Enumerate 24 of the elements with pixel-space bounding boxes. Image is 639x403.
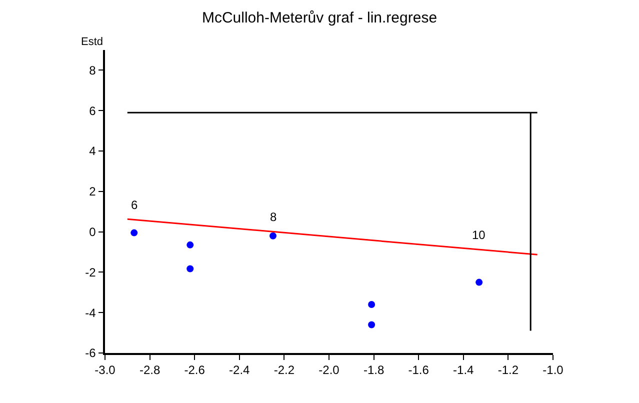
y-tick-label: -2 [85,265,96,280]
x-tick-label: -1.6 [408,363,430,378]
x-tick-label: -1.0 [542,363,564,378]
x-tick-label: -2.4 [229,363,250,378]
x-tick-label: -2.0 [318,363,340,378]
annotation: 8 [270,210,277,224]
x-tick-label: -2.6 [184,363,206,378]
x-tick-label: -1.2 [498,363,519,378]
x-tick-label: -2.8 [139,363,160,378]
y-tick-label: -4 [85,306,96,320]
annotation: 6 [131,198,138,212]
y-tick-label: 2 [89,184,96,199]
y-tick-label: -6 [85,346,96,360]
x-tick-label: -2.2 [274,363,295,378]
annotation: 10 [472,228,486,242]
y-axis-title: Estd [81,36,104,48]
y-tick-label: 0 [89,225,96,239]
y-tick-label: 8 [89,63,96,78]
x-tick-label: -3.0 [94,363,116,378]
x-tick-label: -1.8 [363,363,384,378]
y-tick-label: 4 [89,144,96,158]
chart-title: McCulloh-Meterův graf - lin.regrese [202,10,438,27]
y-tick-label: 6 [89,104,96,118]
x-tick-label: -1.4 [453,363,474,378]
